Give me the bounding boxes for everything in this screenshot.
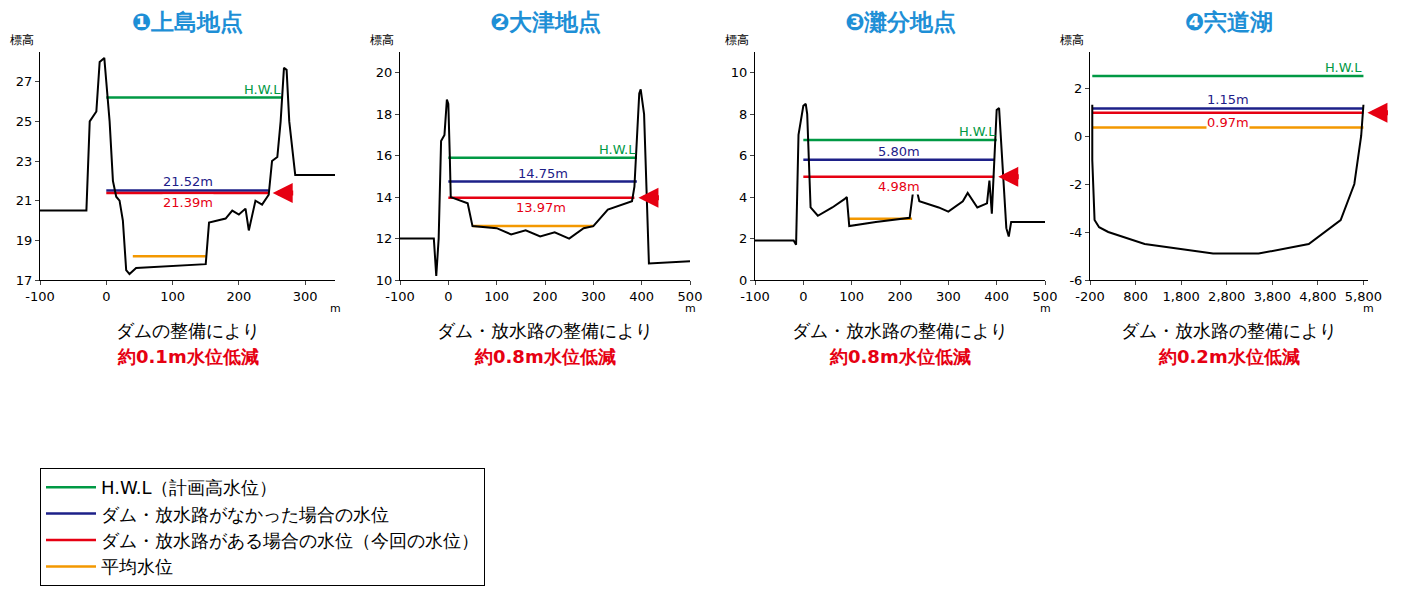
svg-text:0: 0 [444, 289, 452, 304]
svg-text:❶上島地点: ❶上島地点 [132, 9, 243, 35]
svg-text:平均水位: 平均水位 [101, 556, 173, 577]
svg-text:❹宍道湖: ❹宍道湖 [1185, 9, 1273, 35]
svg-text:10: 10 [731, 65, 748, 80]
svg-text:0: 0 [1074, 129, 1082, 144]
svg-text:約0.8m水位低減: 約0.8m水位低減 [829, 346, 971, 367]
svg-text:6: 6 [739, 148, 747, 163]
svg-text:14: 14 [376, 190, 393, 205]
svg-text:ダム・放水路の整備により: ダム・放水路の整備により [1121, 320, 1337, 341]
svg-text:27: 27 [16, 74, 33, 89]
svg-text:0: 0 [799, 289, 807, 304]
svg-text:21: 21 [16, 193, 33, 208]
svg-text:m: m [685, 302, 696, 315]
svg-text:標高: 標高 [10, 33, 34, 47]
svg-text:20: 20 [376, 65, 393, 80]
svg-text:2,800: 2,800 [1208, 289, 1245, 304]
svg-text:5,800: 5,800 [1345, 289, 1382, 304]
svg-text:-100: -100 [740, 289, 770, 304]
svg-text:0: 0 [739, 273, 747, 288]
svg-text:標高: 標高 [370, 33, 394, 47]
svg-text:17: 17 [16, 273, 33, 288]
svg-text:21.39m: 21.39m [163, 195, 213, 210]
svg-text:4: 4 [739, 190, 747, 205]
svg-text:400: 400 [984, 289, 1009, 304]
svg-text:-4: -4 [1069, 225, 1082, 240]
svg-text:❷大津地点: ❷大津地点 [490, 9, 601, 35]
svg-text:約0.2m水位低減: 約0.2m水位低減 [1158, 346, 1300, 367]
svg-text:4.98m: 4.98m [878, 179, 920, 194]
svg-text:21.52m: 21.52m [163, 174, 213, 189]
svg-text:H.W.L: H.W.L [599, 142, 636, 157]
svg-text:5.80m: 5.80m [878, 144, 920, 159]
svg-text:3,800: 3,800 [1254, 289, 1291, 304]
svg-text:8: 8 [739, 107, 747, 122]
svg-text:ダム・放水路の整備により: ダム・放水路の整備により [792, 320, 1008, 341]
svg-text:0.97m: 0.97m [1207, 115, 1249, 130]
svg-text:200: 200 [888, 289, 913, 304]
svg-text:500: 500 [1033, 289, 1058, 304]
svg-text:H.W.L: H.W.L [959, 124, 996, 139]
svg-text:H.W.L: H.W.L [1325, 60, 1362, 75]
svg-text:ダム・放水路がなかった場合の水位: ダム・放水路がなかった場合の水位 [101, 504, 389, 525]
svg-text:m: m [1363, 302, 1374, 315]
svg-text:10: 10 [376, 273, 393, 288]
svg-text:14.75m: 14.75m [518, 166, 568, 181]
svg-text:4,800: 4,800 [1299, 289, 1336, 304]
svg-text:❸灘分地点: ❸灘分地点 [845, 9, 956, 35]
svg-text:約0.8m水位低減: 約0.8m水位低減 [474, 346, 616, 367]
svg-text:200: 200 [533, 289, 558, 304]
svg-text:100: 100 [839, 289, 864, 304]
svg-text:ダムの整備により: ダムの整備により [116, 320, 260, 341]
svg-text:13.97m: 13.97m [516, 200, 566, 215]
svg-text:300: 300 [293, 289, 318, 304]
svg-text:H.W.L: H.W.L [244, 82, 281, 97]
svg-text:19: 19 [16, 233, 33, 248]
svg-text:100: 100 [160, 289, 185, 304]
svg-text:18: 18 [376, 107, 393, 122]
svg-text:16: 16 [376, 148, 393, 163]
svg-text:800: 800 [1123, 289, 1148, 304]
svg-text:300: 300 [581, 289, 606, 304]
svg-text:200: 200 [226, 289, 251, 304]
svg-text:標高: 標高 [1060, 33, 1084, 47]
svg-text:ダム・放水路の整備により: ダム・放水路の整備により [437, 320, 653, 341]
svg-text:0: 0 [102, 289, 110, 304]
svg-text:-6: -6 [1069, 273, 1082, 288]
svg-text:m: m [330, 302, 341, 315]
svg-text:-100: -100 [25, 289, 55, 304]
svg-text:ダム・放水路がある場合の水位（今回の水位）: ダム・放水路がある場合の水位（今回の水位） [101, 530, 479, 551]
svg-text:標高: 標高 [725, 33, 749, 47]
svg-text:2: 2 [1074, 81, 1082, 96]
svg-text:1.15m: 1.15m [1207, 92, 1249, 107]
svg-text:-200: -200 [1075, 289, 1105, 304]
svg-text:-2: -2 [1069, 177, 1082, 192]
svg-text:12: 12 [376, 231, 393, 246]
svg-text:H.W.L（計画高水位）: H.W.L（計画高水位） [101, 477, 277, 498]
svg-text:100: 100 [484, 289, 509, 304]
svg-text:25: 25 [16, 114, 33, 129]
svg-text:m: m [1040, 302, 1051, 315]
svg-text:400: 400 [629, 289, 654, 304]
svg-text:500: 500 [678, 289, 703, 304]
svg-text:2: 2 [739, 231, 747, 246]
svg-text:-100: -100 [385, 289, 415, 304]
svg-text:約0.1m水位低減: 約0.1m水位低減 [117, 346, 259, 367]
svg-text:300: 300 [936, 289, 961, 304]
svg-text:23: 23 [16, 154, 33, 169]
svg-text:1,800: 1,800 [1163, 289, 1200, 304]
